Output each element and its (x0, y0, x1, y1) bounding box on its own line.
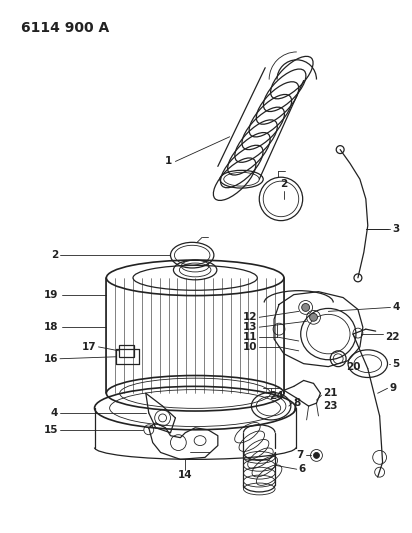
Text: 4: 4 (51, 408, 58, 418)
Ellipse shape (302, 303, 309, 311)
Text: 20: 20 (346, 361, 360, 372)
Text: 11: 11 (243, 332, 258, 342)
Text: 2: 2 (51, 250, 58, 260)
Text: 21: 21 (323, 388, 338, 398)
Text: 18: 18 (44, 322, 58, 332)
Text: 9: 9 (389, 383, 397, 393)
Text: 17: 17 (82, 342, 96, 352)
Text: 12: 12 (243, 312, 258, 322)
Text: 7: 7 (296, 450, 304, 461)
Text: 19: 19 (44, 289, 58, 300)
Text: 23: 23 (323, 401, 338, 411)
Text: 6: 6 (299, 464, 306, 474)
Text: 15: 15 (44, 425, 58, 435)
Text: 10: 10 (243, 342, 258, 352)
Text: 5: 5 (393, 359, 400, 369)
Bar (119, 345, 134, 357)
Text: 14: 14 (178, 470, 192, 480)
Text: 3: 3 (393, 223, 400, 233)
Text: 6114 900 A: 6114 900 A (21, 21, 109, 35)
Text: 24: 24 (269, 391, 284, 401)
Text: 13: 13 (243, 322, 258, 332)
Text: 2: 2 (280, 179, 288, 189)
Ellipse shape (314, 453, 319, 458)
Text: 22: 22 (386, 332, 400, 342)
Text: 8: 8 (294, 398, 301, 408)
Text: 4: 4 (393, 302, 400, 312)
Ellipse shape (309, 313, 318, 321)
Text: 1: 1 (165, 157, 173, 166)
Text: 16: 16 (44, 354, 58, 364)
